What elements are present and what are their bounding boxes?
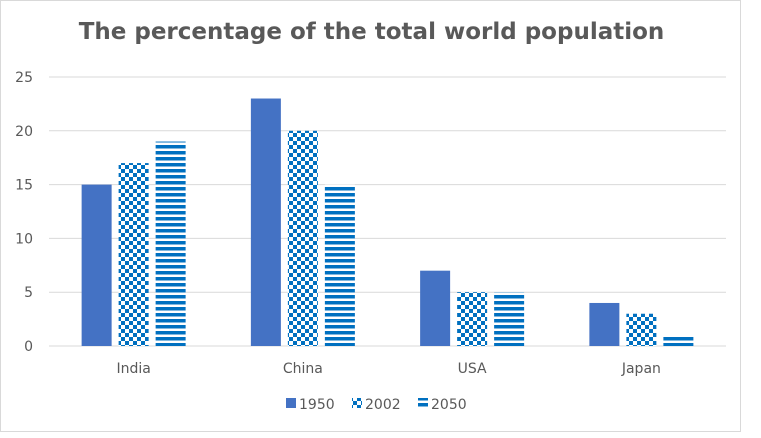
- x-tick-label: Japan: [621, 361, 661, 377]
- legend-swatch-1950: [286, 398, 296, 408]
- bar-1950-usa: [420, 270, 451, 346]
- y-tick-label: 15: [15, 178, 33, 194]
- bar-2050-china: [324, 184, 355, 346]
- legend-label-1950: 1950: [299, 397, 335, 413]
- bar-1950-china: [250, 98, 281, 347]
- bar-1950-india: [81, 184, 112, 346]
- legend-swatch-2050: [418, 398, 428, 408]
- legend-label-2050: 2050: [431, 397, 467, 413]
- legend-swatch-2002: [352, 398, 362, 408]
- y-tick-label: 25: [15, 70, 33, 86]
- y-tick-label: 10: [15, 231, 33, 247]
- bar-2002-china: [287, 130, 318, 346]
- chart-svg: 0 5 10 15 20 25 India China USA Japan 1950 2002 205…: [15, 70, 726, 413]
- bar-2050-japan: [663, 335, 694, 346]
- bar-2002-usa: [457, 292, 488, 346]
- bar-2002-japan: [626, 313, 657, 346]
- chart-frame: The percentage of the total world popula…: [0, 0, 741, 432]
- y-tick-label: 20: [15, 124, 33, 140]
- y-tick-label: 0: [24, 339, 33, 355]
- chart-title: The percentage of the total world popula…: [78, 19, 665, 45]
- x-tick-label: China: [283, 361, 323, 377]
- bar-2050-india: [155, 141, 186, 346]
- x-tick-label: USA: [458, 361, 487, 377]
- bar-2002-india: [118, 163, 149, 346]
- bar-1950-japan: [589, 302, 620, 346]
- legend-label-2002: 2002: [365, 397, 401, 413]
- y-tick-label: 5: [24, 285, 33, 301]
- bar-2050-usa: [494, 292, 525, 346]
- x-tick-label: India: [116, 361, 150, 377]
